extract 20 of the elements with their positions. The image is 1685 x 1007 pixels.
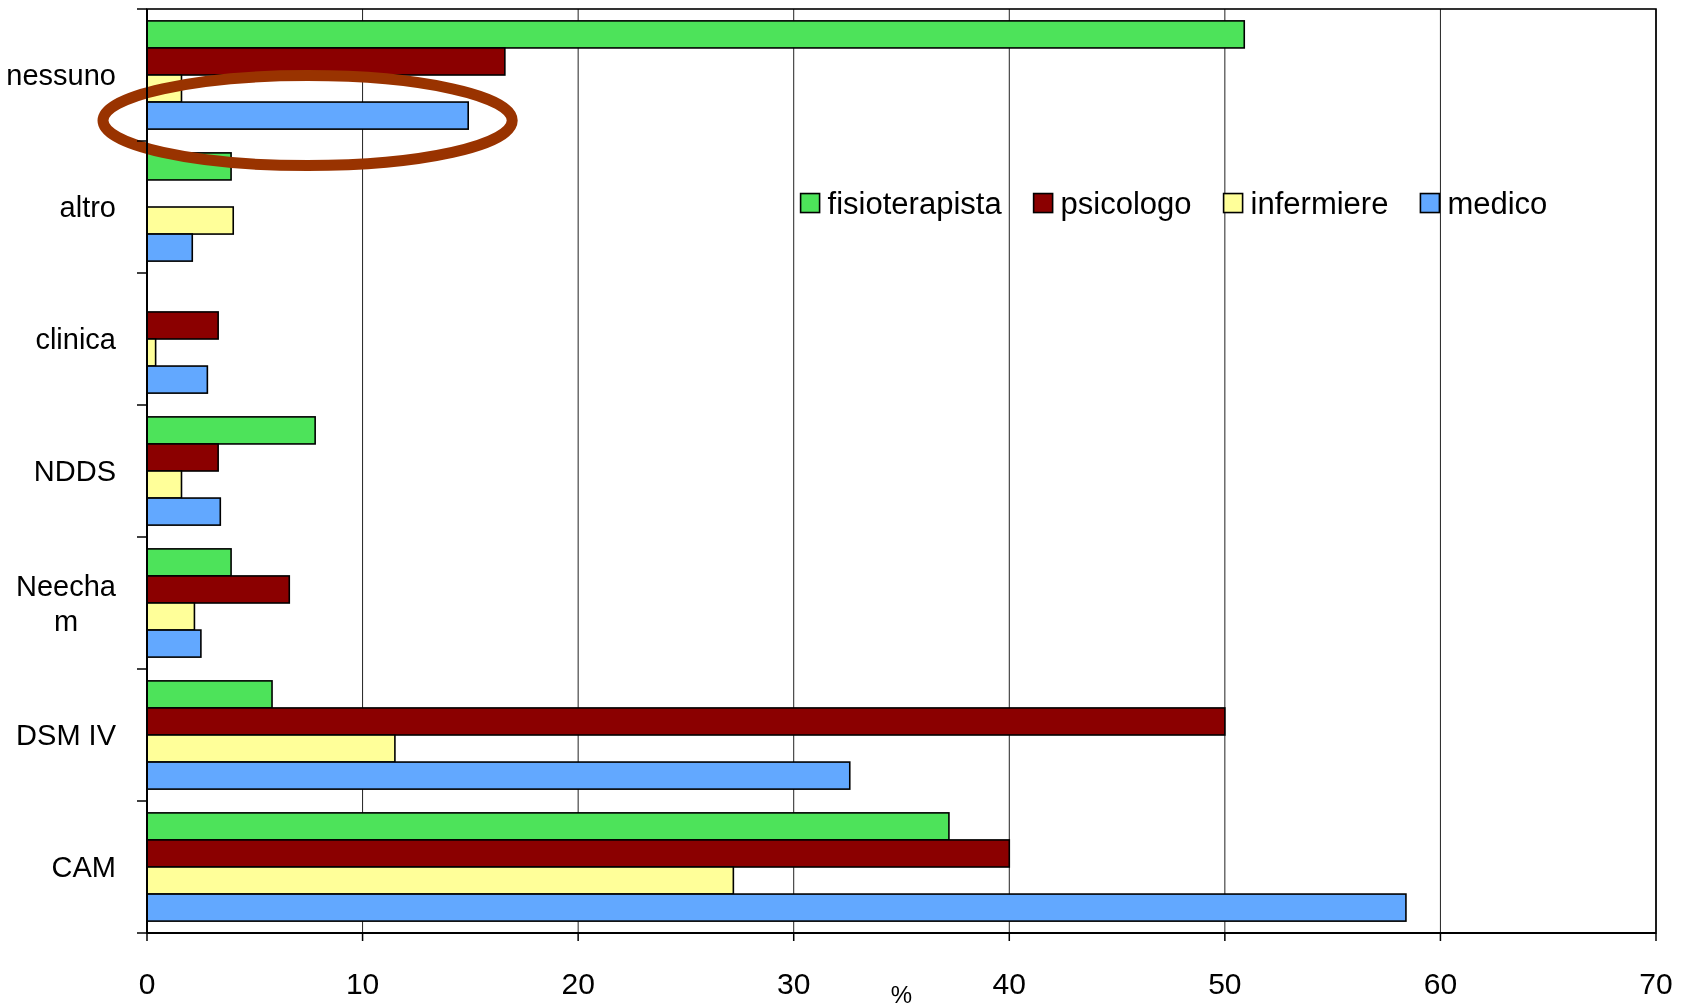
x-tick-label: 40 — [992, 967, 1026, 1000]
x-tick-label: 0 — [138, 967, 156, 1000]
legend-label: fisioterapista — [827, 185, 1003, 221]
x-tick-label: 50 — [1208, 967, 1242, 1000]
y-tick-label: altro — [59, 191, 116, 224]
x-axis-title: % — [890, 981, 913, 1007]
legend-label: medico — [1447, 185, 1548, 221]
x-tick-label: 20 — [561, 967, 595, 1000]
y-tick-label: DSM IV — [16, 719, 117, 752]
x-tick-label: 70 — [1639, 967, 1673, 1000]
y-tick-label: NDDS — [33, 455, 116, 488]
legend-label: infermiere — [1250, 185, 1389, 221]
y-tick-label: clinica — [35, 323, 117, 356]
x-tick-label: 30 — [777, 967, 811, 1000]
x-tick-label: 60 — [1423, 967, 1458, 1000]
legend-label: psicologo — [1060, 185, 1192, 221]
y-tick-label: CAM — [51, 851, 116, 884]
y-tick-label: nessuno — [6, 59, 116, 92]
x-tick-label: 10 — [345, 967, 380, 1000]
y-tick-label: Neecham — [16, 569, 117, 637]
